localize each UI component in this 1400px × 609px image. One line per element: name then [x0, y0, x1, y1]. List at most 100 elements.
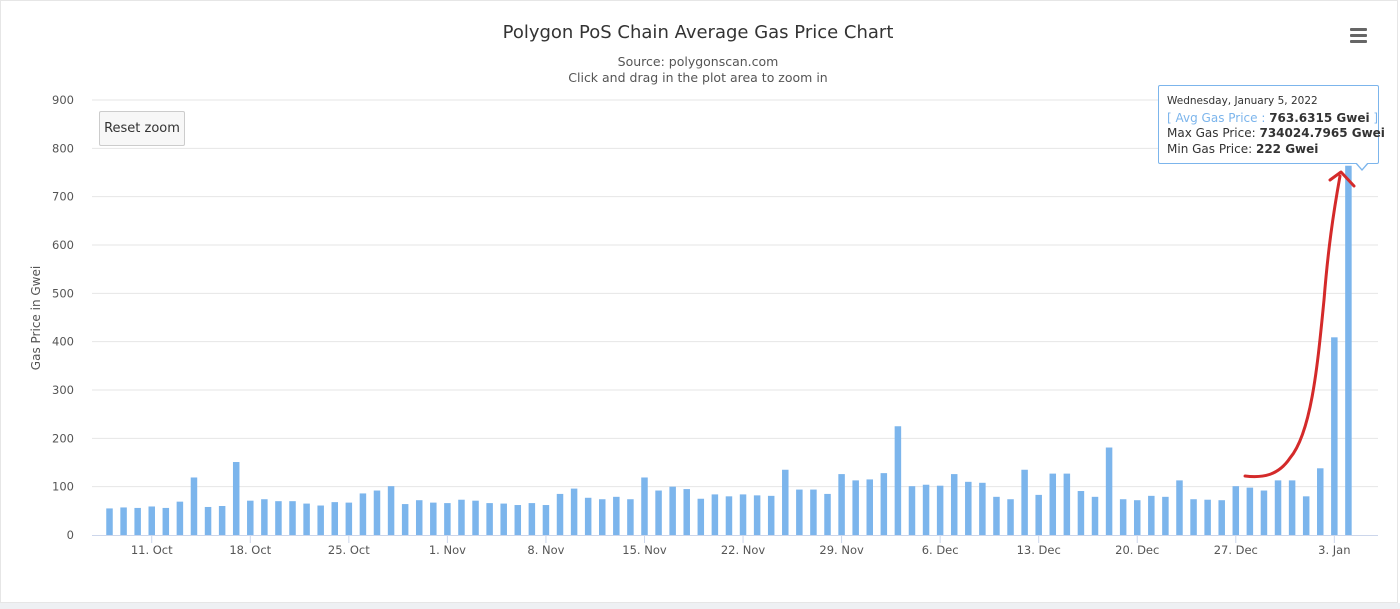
bar[interactable]: [134, 507, 141, 535]
bar[interactable]: [247, 500, 254, 535]
bar[interactable]: [894, 426, 902, 535]
x-tick-label: 15. Nov: [622, 543, 667, 557]
bar[interactable]: [176, 501, 184, 535]
tooltip-min-line: Min Gas Price: 222 Gwei: [1167, 142, 1370, 158]
bar[interactable]: [1007, 499, 1014, 535]
bar[interactable]: [303, 503, 310, 535]
bar[interactable]: [1077, 491, 1085, 535]
bar[interactable]: [542, 505, 550, 535]
bar[interactable]: [1331, 337, 1338, 535]
bar[interactable]: [711, 494, 719, 535]
bar[interactable]: [683, 489, 690, 535]
bar[interactable]: [641, 477, 648, 535]
bar[interactable]: [1049, 473, 1057, 535]
bar[interactable]: [936, 485, 944, 535]
bar[interactable]: [528, 503, 536, 535]
bar[interactable]: [1190, 499, 1197, 535]
bar[interactable]: [584, 497, 592, 535]
bar[interactable]: [359, 493, 367, 535]
bar[interactable]: [514, 505, 522, 535]
bar[interactable]: [232, 462, 240, 535]
bar[interactable]: [753, 495, 761, 535]
bar[interactable]: [1246, 487, 1254, 535]
bar[interactable]: [908, 486, 916, 535]
bar[interactable]: [1176, 480, 1183, 535]
x-tick-label: 13. Dec: [1017, 543, 1061, 557]
bar[interactable]: [331, 502, 339, 535]
bar[interactable]: [1232, 486, 1240, 535]
bar[interactable]: [162, 507, 170, 535]
bar[interactable]: [1204, 499, 1211, 535]
bar[interactable]: [218, 506, 226, 535]
bar[interactable]: [922, 484, 930, 535]
bar[interactable]: [415, 500, 423, 535]
bar[interactable]: [556, 493, 564, 535]
y-tick-label: 900: [52, 93, 74, 107]
bar[interactable]: [570, 488, 578, 535]
bar[interactable]: [1162, 496, 1169, 535]
bar[interactable]: [345, 502, 353, 535]
bar[interactable]: [1317, 468, 1324, 535]
bar[interactable]: [1218, 500, 1225, 535]
bar[interactable]: [444, 503, 451, 535]
bar[interactable]: [1274, 480, 1282, 535]
bar[interactable]: [1035, 494, 1042, 535]
bar[interactable]: [739, 494, 747, 535]
bar[interactable]: [1288, 480, 1296, 535]
bar[interactable]: [500, 503, 507, 535]
hamburger-menu-icon[interactable]: [1346, 24, 1372, 46]
bar[interactable]: [866, 479, 874, 535]
bar[interactable]: [599, 499, 606, 535]
menu-line: [1350, 40, 1367, 43]
reset-zoom-button[interactable]: Reset zoom: [99, 111, 185, 146]
bar[interactable]: [120, 507, 127, 535]
bar[interactable]: [1260, 490, 1268, 535]
bar[interactable]: [725, 496, 733, 535]
bar[interactable]: [1302, 496, 1310, 535]
bar[interactable]: [204, 506, 212, 535]
bar[interactable]: [373, 490, 381, 535]
bar[interactable]: [796, 489, 803, 535]
bar[interactable]: [697, 498, 705, 535]
bar[interactable]: [1133, 500, 1141, 535]
bar[interactable]: [387, 486, 395, 535]
bar[interactable]: [979, 482, 986, 535]
bar[interactable]: [430, 502, 437, 535]
bar[interactable]: [401, 504, 409, 535]
bar[interactable]: [810, 489, 817, 535]
tooltip-min-value: 222 Gwei: [1255, 141, 1319, 156]
bar[interactable]: [965, 481, 972, 535]
bar[interactable]: [613, 496, 620, 535]
bar[interactable]: [1119, 499, 1127, 535]
bar[interactable]: [317, 505, 324, 535]
bar[interactable]: [458, 499, 465, 535]
bar[interactable]: [993, 496, 1000, 535]
bar[interactable]: [261, 499, 268, 535]
bar[interactable]: [275, 501, 282, 535]
bar[interactable]: [655, 490, 662, 535]
bar[interactable]: [1063, 473, 1071, 535]
bar[interactable]: [880, 473, 888, 535]
bar[interactable]: [950, 474, 958, 535]
bar[interactable]: [627, 499, 634, 535]
bar[interactable]: [852, 480, 859, 535]
bar[interactable]: [1105, 447, 1113, 535]
bar[interactable]: [669, 486, 676, 535]
bar[interactable]: [1148, 495, 1155, 535]
bar[interactable]: [838, 474, 845, 535]
bar[interactable]: [782, 469, 789, 535]
bar[interactable]: [190, 477, 198, 535]
bar[interactable]: [486, 503, 493, 535]
bar[interactable]: [1021, 469, 1028, 535]
bar[interactable]: [824, 493, 831, 535]
bar[interactable]: [1091, 496, 1099, 535]
bar[interactable]: [472, 500, 479, 535]
tooltip-series-name: Avg Gas Price: [1175, 110, 1258, 125]
tooltip-bracket-open: [: [1167, 110, 1176, 125]
bar[interactable]: [289, 501, 296, 535]
bar[interactable]: [1345, 165, 1352, 536]
bar[interactable]: [767, 495, 775, 535]
bar[interactable]: [148, 506, 155, 535]
bar[interactable]: [106, 508, 113, 535]
